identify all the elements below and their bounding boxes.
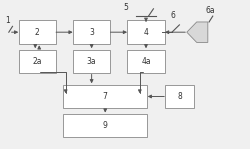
Text: 4a: 4a	[141, 57, 151, 66]
FancyBboxPatch shape	[19, 50, 56, 73]
Text: 3: 3	[89, 28, 94, 37]
Polygon shape	[187, 22, 208, 42]
Text: 2: 2	[35, 28, 40, 37]
FancyBboxPatch shape	[164, 85, 194, 108]
FancyBboxPatch shape	[63, 114, 147, 137]
Text: 6a: 6a	[205, 6, 215, 15]
Text: 4: 4	[144, 28, 148, 37]
Text: 3a: 3a	[87, 57, 97, 66]
Text: 1: 1	[5, 16, 10, 25]
Text: 9: 9	[103, 121, 108, 130]
FancyBboxPatch shape	[73, 50, 110, 73]
FancyBboxPatch shape	[63, 85, 147, 108]
FancyBboxPatch shape	[128, 21, 164, 44]
Text: 8: 8	[177, 92, 182, 101]
Text: 5: 5	[124, 3, 129, 12]
FancyBboxPatch shape	[128, 50, 164, 73]
Text: 6: 6	[171, 11, 175, 20]
Text: 2a: 2a	[32, 57, 42, 66]
Text: 7: 7	[103, 92, 108, 101]
FancyBboxPatch shape	[19, 21, 56, 44]
FancyBboxPatch shape	[73, 21, 110, 44]
